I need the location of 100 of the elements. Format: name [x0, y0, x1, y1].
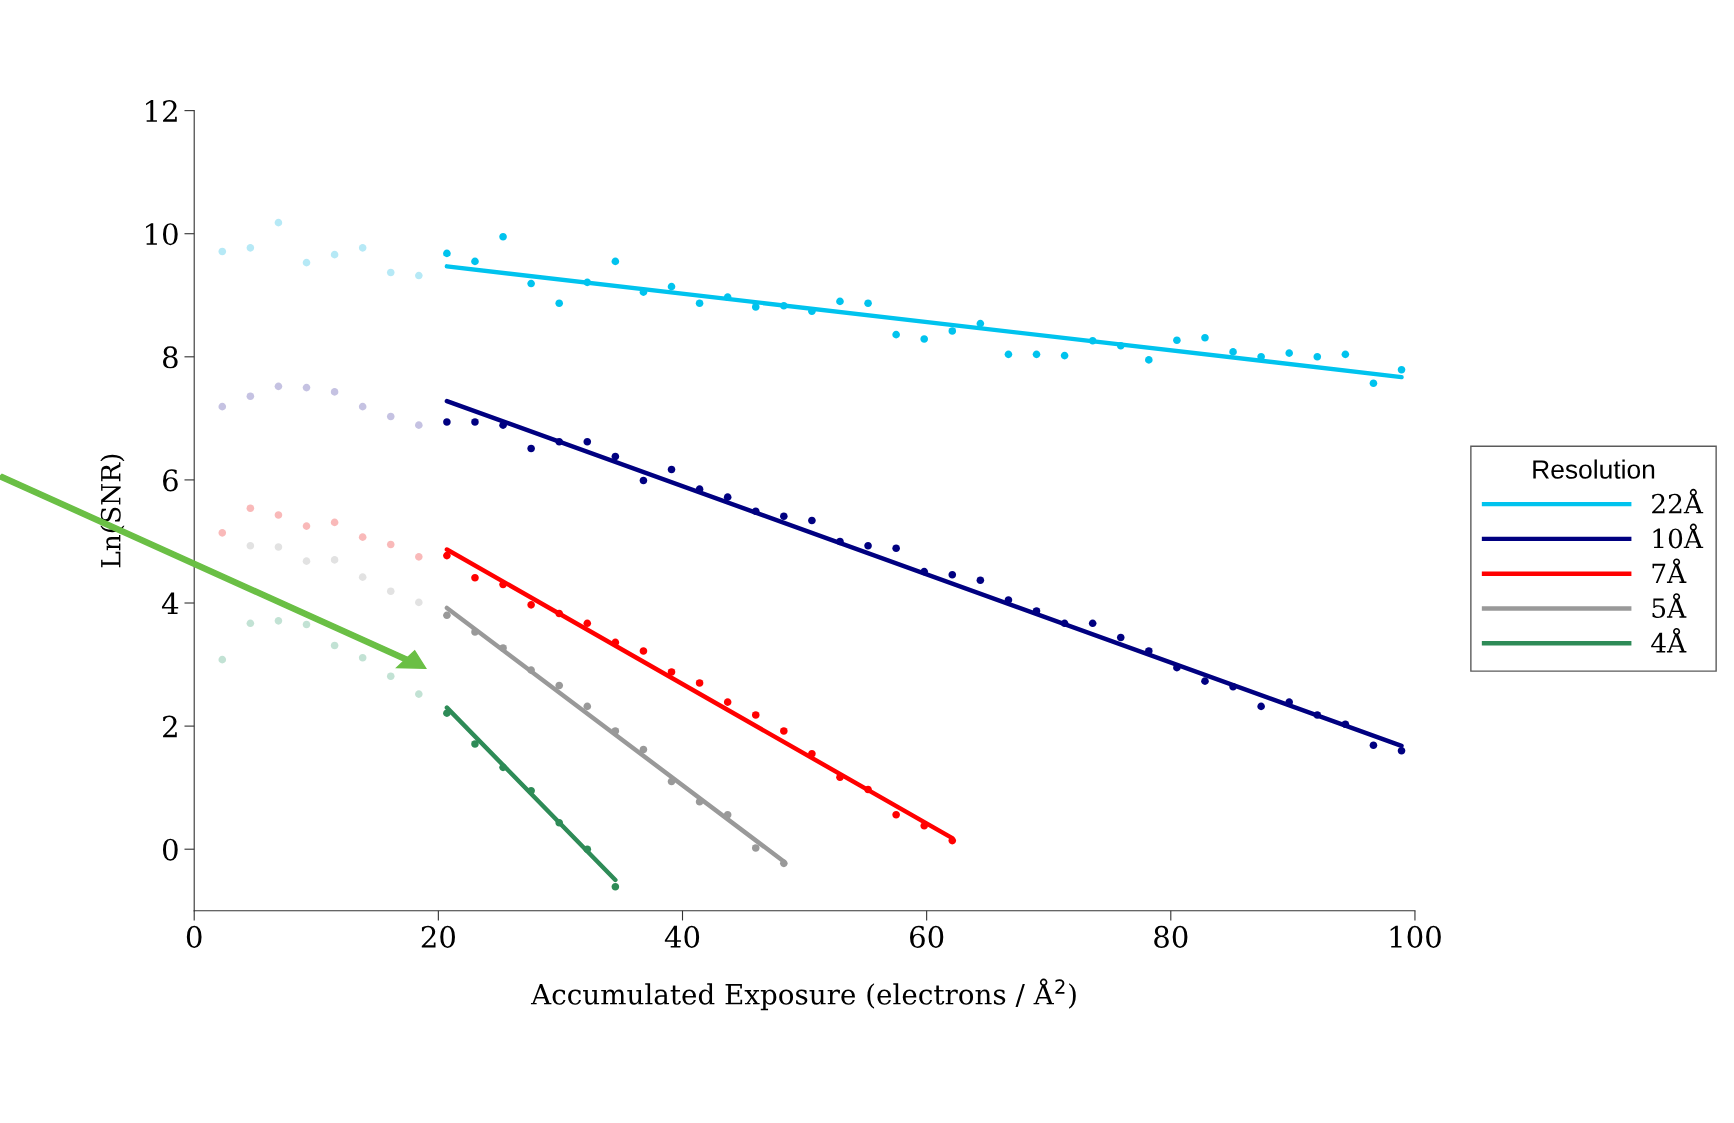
point [780, 512, 788, 521]
point [1285, 349, 1294, 357]
text: 4Å [1651, 627, 1687, 653]
text: 5Å [1652, 593, 1687, 619]
point [499, 232, 507, 241]
point [330, 388, 339, 396]
point [527, 786, 535, 795]
point [471, 740, 479, 748]
point [555, 299, 564, 308]
point [611, 727, 620, 735]
point [555, 681, 564, 690]
point [1257, 702, 1265, 711]
point [1088, 619, 1097, 628]
point [218, 247, 227, 256]
point [808, 750, 816, 758]
point [1116, 341, 1125, 350]
point [302, 620, 311, 629]
point [330, 641, 339, 650]
point [695, 299, 704, 308]
point [330, 518, 339, 527]
point [639, 745, 648, 754]
point [218, 529, 227, 537]
point [864, 785, 872, 794]
x-tick-label: 40 [664, 925, 700, 948]
point [808, 516, 816, 525]
text: 7Å [1652, 558, 1687, 583]
x-tick-label: 60 [910, 925, 944, 948]
point [358, 402, 367, 411]
point [555, 818, 564, 827]
point [471, 573, 479, 582]
point [358, 244, 367, 252]
y-tick-label: 10 [146, 223, 178, 246]
point [415, 421, 423, 429]
point [415, 690, 423, 698]
point [920, 567, 929, 576]
point [443, 249, 451, 258]
point [274, 382, 283, 391]
point [611, 882, 620, 891]
point [892, 810, 900, 819]
point [302, 522, 311, 530]
point [976, 576, 985, 585]
point [330, 556, 339, 564]
point [836, 297, 844, 306]
point [1229, 348, 1237, 356]
point [780, 301, 788, 310]
point [892, 330, 900, 339]
point [695, 679, 704, 687]
point [386, 587, 395, 596]
point [471, 418, 479, 426]
point [302, 258, 311, 267]
y-tick-label: 12 [146, 100, 177, 122]
point [1341, 350, 1350, 359]
x-tick-label: 100 [1390, 925, 1441, 948]
y-tick-label: 6 [163, 469, 178, 492]
point [751, 844, 760, 852]
point [471, 257, 479, 266]
point [302, 383, 311, 392]
point [302, 557, 311, 565]
point [499, 644, 507, 652]
point [527, 666, 535, 674]
point [751, 303, 760, 311]
point [780, 727, 788, 735]
point [948, 570, 957, 579]
point [527, 601, 535, 609]
text: 10Å [1653, 523, 1704, 549]
point [695, 485, 704, 493]
point [723, 293, 732, 301]
x-axis-title: Accumulated Exposure (electrons / Å$^{2}$) [530, 978, 1076, 1011]
point [892, 544, 900, 553]
point [274, 218, 283, 227]
point [1145, 647, 1153, 655]
point [751, 507, 760, 516]
point [920, 822, 929, 830]
point [639, 647, 648, 655]
point [274, 511, 283, 519]
point [330, 250, 339, 259]
y-axis-title: Ln(SNR) [100, 454, 125, 568]
legend-title: Resolution [1533, 459, 1655, 479]
point [415, 598, 423, 607]
point [1313, 711, 1322, 719]
point [1313, 353, 1322, 361]
point [1201, 677, 1209, 685]
point [723, 810, 732, 819]
point [836, 773, 844, 781]
point [1060, 351, 1069, 360]
point [274, 543, 283, 551]
point [1229, 682, 1237, 691]
point [358, 533, 367, 541]
y-tick-label: 4 [161, 592, 179, 615]
point [611, 257, 620, 266]
point [527, 279, 535, 288]
point [667, 465, 676, 474]
point [976, 319, 985, 328]
point [246, 619, 255, 628]
point [246, 392, 255, 401]
point [274, 617, 283, 625]
y-tick-label: 0 [162, 838, 178, 861]
point [443, 551, 451, 560]
point [667, 777, 676, 786]
y-tick-label: 2 [163, 715, 177, 738]
